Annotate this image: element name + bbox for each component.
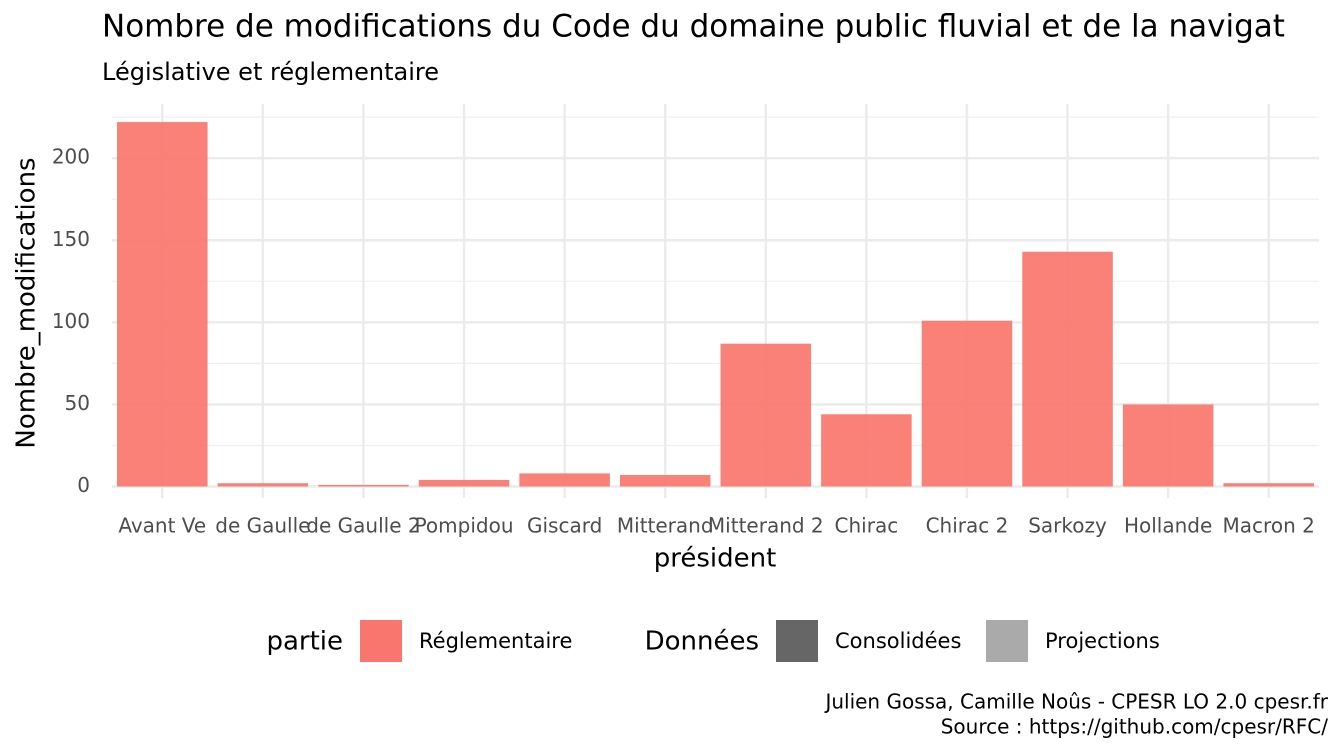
x-tick-label: Chirac 2 bbox=[926, 514, 1009, 538]
x-tick-label: de Gaulle bbox=[215, 514, 310, 538]
bar bbox=[318, 484, 409, 487]
legend-title: partie bbox=[266, 627, 343, 657]
y-tick-label: 50 bbox=[65, 391, 90, 415]
y-tick-label: 150 bbox=[52, 227, 90, 251]
bar bbox=[619, 475, 711, 487]
caption: Julien Gossa, Camille Noûs - CPESR LO 2.… bbox=[823, 690, 1328, 714]
x-tick-label: Mitterand 2 bbox=[708, 514, 824, 538]
chart-subtitle: Législative et réglementaire bbox=[102, 58, 439, 86]
x-axis-label: président bbox=[654, 544, 777, 574]
legend-swatch bbox=[776, 620, 818, 662]
bar bbox=[821, 414, 912, 487]
bar bbox=[720, 343, 812, 487]
bar bbox=[1223, 483, 1314, 487]
x-tick-label: Mitterand bbox=[617, 514, 714, 538]
legend-label: Consolidées bbox=[835, 629, 961, 653]
x-tick-label: Sarkozy bbox=[1028, 514, 1107, 538]
bar bbox=[217, 483, 309, 487]
legend-swatch bbox=[986, 620, 1028, 662]
legend-title: Données bbox=[645, 627, 759, 657]
y-axis-label: Nombre_modifications bbox=[12, 157, 42, 448]
legend-swatch bbox=[360, 620, 402, 662]
bar bbox=[1122, 404, 1214, 487]
x-tick-label: Hollande bbox=[1124, 514, 1212, 538]
bar bbox=[921, 320, 1013, 487]
caption: Source : https://github.com/cpesr/RFC/ bbox=[941, 715, 1329, 739]
x-tick-label: Pompidou bbox=[415, 514, 514, 538]
x-tick-label: Chirac bbox=[835, 514, 899, 538]
y-tick-label: 0 bbox=[77, 473, 90, 497]
bar bbox=[1022, 251, 1113, 487]
y-tick-label: 100 bbox=[52, 309, 90, 333]
bar bbox=[117, 122, 208, 487]
x-tick-label: Giscard bbox=[527, 514, 602, 538]
chart-title: Nombre de modifications du Code du domai… bbox=[102, 9, 1285, 45]
x-tick-label: Avant Ve bbox=[118, 514, 206, 538]
legend-label: Projections bbox=[1045, 629, 1160, 653]
bar bbox=[418, 479, 510, 487]
bar bbox=[519, 473, 610, 487]
legend-label: Réglementaire bbox=[419, 629, 572, 653]
y-tick-label: 200 bbox=[52, 145, 90, 169]
x-tick-label: Macron 2 bbox=[1223, 514, 1315, 538]
x-tick-label: de Gaulle 2 bbox=[306, 514, 420, 538]
